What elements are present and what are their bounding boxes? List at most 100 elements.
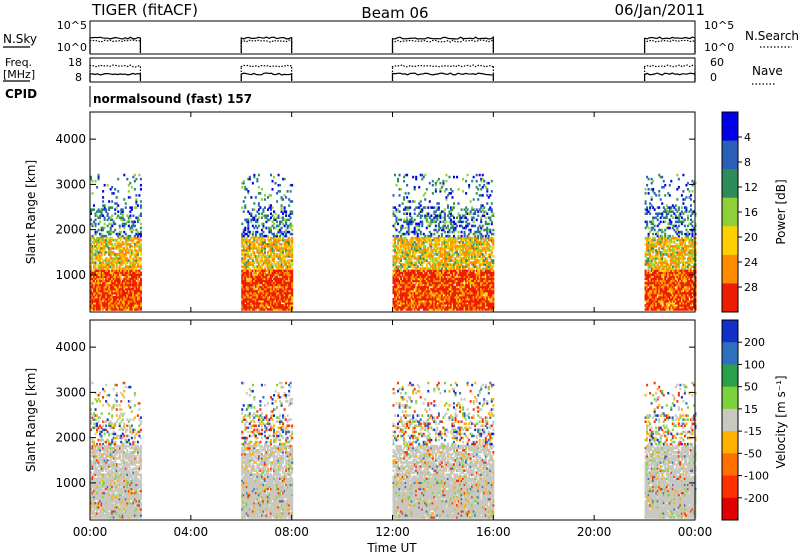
range-cell bbox=[132, 281, 135, 285]
range-cell bbox=[271, 279, 274, 283]
range-cell bbox=[403, 300, 406, 303]
range-cell bbox=[118, 236, 121, 240]
range-cell bbox=[135, 275, 138, 279]
range-cell bbox=[99, 259, 102, 262]
nsearch-tick-bottom: 10^0 bbox=[704, 41, 734, 54]
range-cell bbox=[94, 251, 97, 254]
range-cell bbox=[257, 285, 260, 289]
range-cell bbox=[103, 293, 106, 297]
range-cell bbox=[285, 281, 288, 285]
range-cell bbox=[279, 273, 282, 277]
range-cell bbox=[100, 249, 103, 252]
range-cell bbox=[112, 269, 115, 273]
range-cell bbox=[250, 196, 253, 199]
range-cell bbox=[127, 304, 130, 307]
range-cell bbox=[403, 293, 406, 297]
range-cell bbox=[105, 257, 108, 260]
range-cell bbox=[410, 240, 413, 244]
range-cell bbox=[241, 257, 244, 260]
range-cell bbox=[120, 245, 123, 248]
range-cell bbox=[259, 242, 262, 246]
range-cell bbox=[398, 249, 401, 252]
range-cell bbox=[268, 261, 271, 264]
range-cell bbox=[135, 287, 138, 291]
range-cell bbox=[412, 275, 415, 279]
range-cell bbox=[280, 265, 283, 268]
range-cell bbox=[115, 257, 118, 260]
range-cell bbox=[90, 218, 93, 222]
range-cell bbox=[394, 261, 397, 264]
range-cell bbox=[124, 275, 127, 279]
range-cell bbox=[254, 257, 257, 260]
range-cell bbox=[115, 306, 118, 309]
range-cell bbox=[279, 289, 282, 293]
range-cell bbox=[269, 267, 272, 270]
range-cell bbox=[99, 238, 102, 242]
range-cell bbox=[251, 234, 254, 238]
range-cell bbox=[112, 281, 115, 285]
range-cell bbox=[288, 261, 291, 264]
range-cell bbox=[93, 265, 96, 268]
range-cell bbox=[133, 255, 136, 258]
range-cell bbox=[404, 247, 407, 250]
range-cell bbox=[456, 224, 459, 228]
range-cell bbox=[250, 283, 253, 287]
range-cell bbox=[253, 265, 256, 268]
range-cell bbox=[257, 208, 260, 211]
range-cell bbox=[274, 181, 277, 185]
range-cell bbox=[400, 228, 403, 232]
range-cell bbox=[91, 245, 94, 248]
range-cell bbox=[283, 218, 286, 222]
range-cell bbox=[136, 277, 139, 281]
range-cell bbox=[404, 249, 407, 252]
range-cell bbox=[108, 253, 111, 256]
range-cell bbox=[273, 234, 276, 238]
range-cell bbox=[271, 273, 274, 277]
range-cell bbox=[415, 295, 418, 299]
range-cell bbox=[397, 308, 400, 311]
range-cell bbox=[105, 259, 108, 262]
range-cell bbox=[139, 188, 142, 191]
range-cell bbox=[103, 275, 106, 279]
range-cell bbox=[413, 293, 416, 297]
range-cell bbox=[112, 257, 115, 260]
range-cell bbox=[124, 245, 127, 248]
range-cell bbox=[120, 302, 123, 305]
range-cell bbox=[271, 297, 274, 301]
range-cell bbox=[105, 269, 108, 273]
range-cell bbox=[398, 204, 401, 207]
range-cell bbox=[289, 232, 292, 236]
range-cell bbox=[291, 295, 294, 299]
range-cell bbox=[407, 230, 410, 234]
range-cell bbox=[282, 216, 285, 220]
range-cell bbox=[268, 300, 271, 303]
range-cell bbox=[114, 257, 117, 260]
range-cell bbox=[99, 232, 102, 236]
range-cell bbox=[289, 302, 292, 305]
range-cell bbox=[105, 275, 108, 279]
range-cell bbox=[291, 267, 294, 270]
range-cell bbox=[276, 275, 279, 279]
range-cell bbox=[129, 259, 132, 262]
range-cell bbox=[282, 249, 285, 252]
range-cell bbox=[109, 281, 112, 285]
range-cell bbox=[256, 281, 259, 285]
range-cell bbox=[133, 279, 136, 283]
range-cell bbox=[431, 192, 434, 195]
range-cell bbox=[124, 308, 127, 311]
nsky-traces bbox=[89, 36, 696, 53]
range-cell bbox=[260, 287, 263, 291]
range-cell bbox=[409, 279, 412, 283]
range-cell bbox=[395, 247, 398, 250]
trace-line bbox=[391, 72, 494, 81]
range-cell bbox=[133, 269, 136, 273]
range-cell bbox=[439, 220, 442, 224]
freq-traces bbox=[89, 64, 696, 81]
range-cell bbox=[123, 275, 126, 279]
range-cell bbox=[289, 287, 292, 291]
range-cell bbox=[397, 271, 400, 275]
range-cell bbox=[111, 238, 114, 242]
range-cell bbox=[242, 265, 245, 268]
range-cell bbox=[266, 300, 269, 303]
range-cell bbox=[285, 265, 288, 268]
